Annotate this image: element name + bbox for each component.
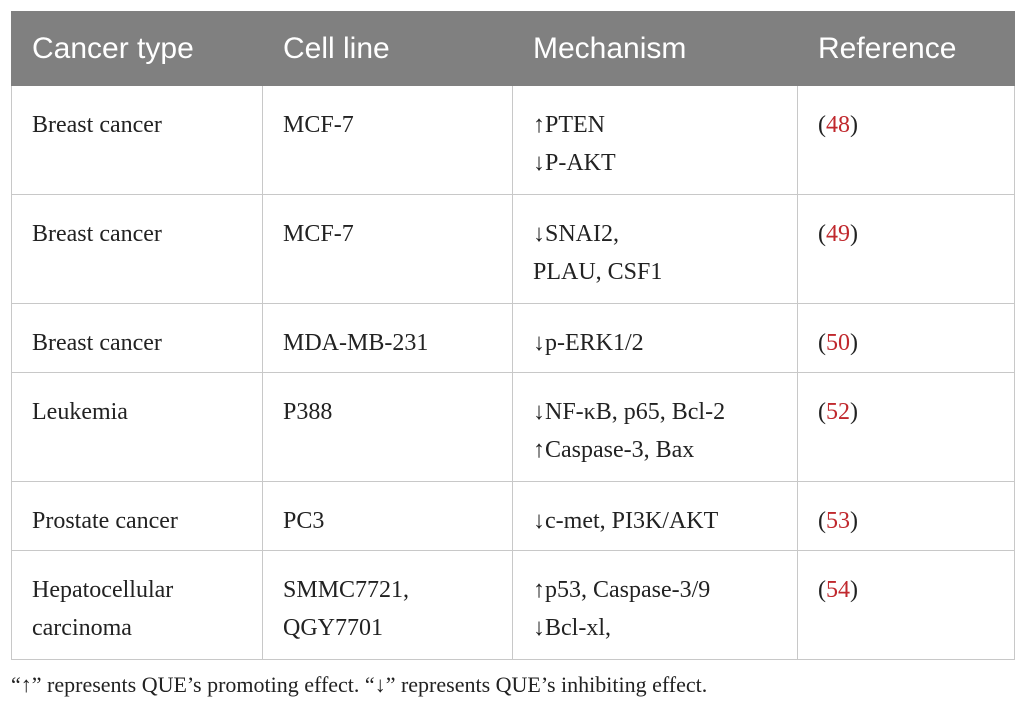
table-cell: ↓SNAI2, PLAU, CSF1 bbox=[512, 194, 798, 304]
table-cell: PC3 bbox=[262, 481, 513, 551]
reference-paren: ( bbox=[818, 330, 826, 356]
cell-line: Breast cancer bbox=[32, 221, 162, 247]
table-row: Prostate cancer PC3 ↓c-met, PI3K/AKT (53) bbox=[11, 481, 1015, 551]
cell-line: ↑p53, Caspase-3/9 bbox=[533, 577, 711, 603]
table-cell: ↑p53, Caspase-3/9 ↓Bcl-xl, bbox=[512, 550, 798, 660]
cell-line: Hepatocellular bbox=[32, 577, 174, 603]
cell-line: ↓NF-κB, p65, Bcl-2 bbox=[533, 399, 726, 425]
data-table: Cancer type Cell line Mechanism Reference B… bbox=[11, 11, 1015, 660]
reference-link: 49 bbox=[826, 221, 850, 247]
table-cell: Prostate cancer bbox=[11, 481, 263, 551]
column-header: Reference bbox=[797, 11, 1015, 86]
header-row: Cancer type Cell line Mechanism Reference bbox=[11, 11, 1015, 86]
cell-line: MDA-MB-231 bbox=[283, 330, 429, 356]
cell-line: ↓SNAI2, bbox=[533, 221, 620, 247]
table-cell: Breast cancer bbox=[11, 303, 263, 373]
cell-line: carcinoma bbox=[32, 615, 132, 641]
column-header: Cancer type bbox=[11, 11, 263, 86]
cell-line: Breast cancer bbox=[32, 112, 162, 138]
cell-line: PLAU, CSF1 bbox=[533, 259, 663, 285]
reference-paren: ( bbox=[818, 112, 826, 138]
reference-link: 54 bbox=[826, 577, 850, 603]
table-row: Breast cancer MCF-7 ↓SNAI2, PLAU, CSF1 (49) bbox=[11, 194, 1015, 304]
reference-paren: ) bbox=[850, 330, 858, 356]
table-row: Breast cancer MCF-7 ↑PTEN ↓P-AKT (48) bbox=[11, 85, 1015, 195]
table-cell: (54) bbox=[797, 550, 1015, 660]
reference-paren: ( bbox=[818, 221, 826, 247]
table-cell: (49) bbox=[797, 194, 1015, 304]
footnote: “↑” represents QUE’s promoting effect. “… bbox=[11, 672, 708, 697]
table-cell: ↓NF-κB, p65, Bcl-2 ↑Caspase-3, Bax bbox=[512, 372, 798, 482]
table-cell: Breast cancer bbox=[11, 194, 263, 304]
table-row: Hepatocellular carcinoma SMMC7721, QGY7701 ↑… bbox=[11, 550, 1015, 660]
table-cell: Breast cancer bbox=[11, 85, 263, 195]
cell-line: Prostate cancer bbox=[32, 508, 178, 534]
reference-link: 53 bbox=[826, 508, 850, 534]
column-header: Cell line bbox=[262, 11, 513, 86]
table-cell: MCF-7 bbox=[262, 194, 513, 304]
table-cell: (48) bbox=[797, 85, 1015, 195]
reference-paren: ) bbox=[850, 399, 858, 425]
reference-paren: ) bbox=[850, 112, 858, 138]
cell-line: ↓c-met, PI3K/AKT bbox=[533, 508, 719, 534]
reference-paren: ( bbox=[818, 399, 826, 425]
column-header: Mechanism bbox=[512, 11, 798, 86]
cell-line: SMMC7721, bbox=[283, 577, 410, 603]
table-cell: Hepatocellular carcinoma bbox=[11, 550, 263, 660]
table-cell: SMMC7721, QGY7701 bbox=[262, 550, 513, 660]
table-row: Breast cancer MDA-MB-231 ↓p-ERK1/2 (50) bbox=[11, 303, 1015, 373]
cell-line: MCF-7 bbox=[283, 221, 354, 247]
cell-line: Leukemia bbox=[32, 399, 128, 425]
table-cell: MDA-MB-231 bbox=[262, 303, 513, 373]
reference-link: 50 bbox=[826, 330, 850, 356]
table-cell: (53) bbox=[797, 481, 1015, 551]
cell-line: ↓p-ERK1/2 bbox=[533, 330, 644, 356]
table-cell: (50) bbox=[797, 303, 1015, 373]
table-row: Leukemia P388 ↓NF-κB, p65, Bcl-2 ↑Caspase-3… bbox=[11, 372, 1015, 482]
table-cell: ↓c-met, PI3K/AKT bbox=[512, 481, 798, 551]
cell-line: P388 bbox=[283, 399, 333, 425]
reference-paren: ( bbox=[818, 508, 826, 534]
cell-line: Breast cancer bbox=[32, 330, 162, 356]
table-cell: ↑PTEN ↓P-AKT bbox=[512, 85, 798, 195]
table-cell: Leukemia bbox=[11, 372, 263, 482]
cell-line: MCF-7 bbox=[283, 112, 354, 138]
cell-line: ↓P-AKT bbox=[533, 150, 616, 176]
reference-paren: ( bbox=[818, 577, 826, 603]
cell-line: ↓Bcl-xl, bbox=[533, 615, 611, 641]
cell-line: QGY7701 bbox=[283, 615, 383, 641]
table-cell: (52) bbox=[797, 372, 1015, 482]
cell-line: PC3 bbox=[283, 508, 325, 534]
cell-line: ↑PTEN bbox=[533, 112, 605, 138]
reference-link: 52 bbox=[826, 399, 850, 425]
cell-line: ↑Caspase-3, Bax bbox=[533, 437, 695, 463]
reference-paren: ) bbox=[850, 508, 858, 534]
table-cell: MCF-7 bbox=[262, 85, 513, 195]
reference-link: 48 bbox=[826, 112, 850, 138]
reference-paren: ) bbox=[850, 577, 858, 603]
reference-paren: ) bbox=[850, 221, 858, 247]
table-cell: ↓p-ERK1/2 bbox=[512, 303, 798, 373]
table-cell: P388 bbox=[262, 372, 513, 482]
